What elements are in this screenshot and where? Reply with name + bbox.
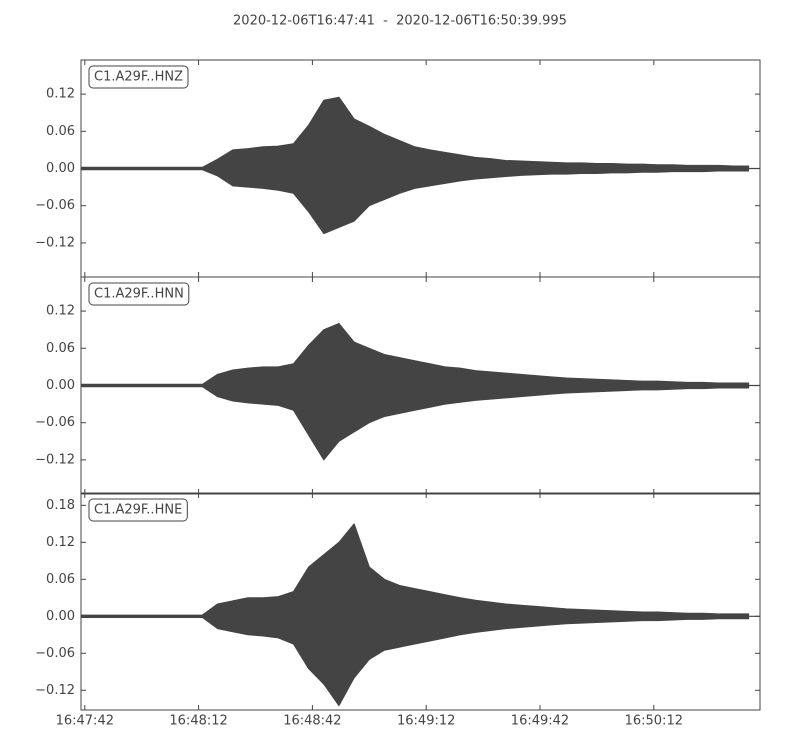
waveform-upper [80,323,750,386]
x-tick-label: 16:48:42 [283,714,341,729]
y-tick-label: 0.06 [46,572,75,587]
trace-label: C1.A29F..HNZ [94,70,183,85]
y-tick-label: 0.00 [46,378,75,393]
y-tick-label: 0.12 [46,535,75,550]
x-tick-label: 16:48:12 [169,714,227,729]
y-tick-label: −0.12 [35,235,75,250]
x-tick-label: 16:49:12 [397,714,455,729]
y-tick-label: 0.06 [46,341,75,356]
y-tick-label: −0.06 [35,415,75,430]
trace-label: C1.A29F..HNN [94,287,184,302]
waveform-upper [80,96,750,169]
y-tick-label: 0.12 [46,304,75,319]
x-tick-label: 16:50:12 [625,714,683,729]
figure-title: 2020-12-06T16:47:41 - 2020-12-06T16:50:3… [233,14,567,29]
y-tick-label: −0.12 [35,452,75,467]
y-tick-label: 0.06 [46,124,75,139]
y-tick-label: 0.18 [46,498,75,513]
y-tick-label: −0.06 [35,198,75,213]
x-tick-label: 16:47:42 [56,714,114,729]
axes-frame [80,492,761,711]
waveform-lower [80,168,750,235]
trace-label-box [88,498,188,522]
y-tick-label: 0.00 [46,161,75,176]
x-tick-label: 16:49:42 [511,714,569,729]
waveform-upper [80,523,750,617]
trace-label-box [88,282,190,306]
waveform-lower [80,385,750,461]
y-tick-label: 0.12 [46,87,75,102]
trace-label-box [88,65,189,89]
y-tick-label: 0.00 [46,609,75,624]
y-tick-label: −0.06 [35,646,75,661]
trace-label: C1.A29F..HNE [94,503,182,518]
waveform-lower [80,615,750,707]
y-tick-label: −0.12 [35,683,75,698]
